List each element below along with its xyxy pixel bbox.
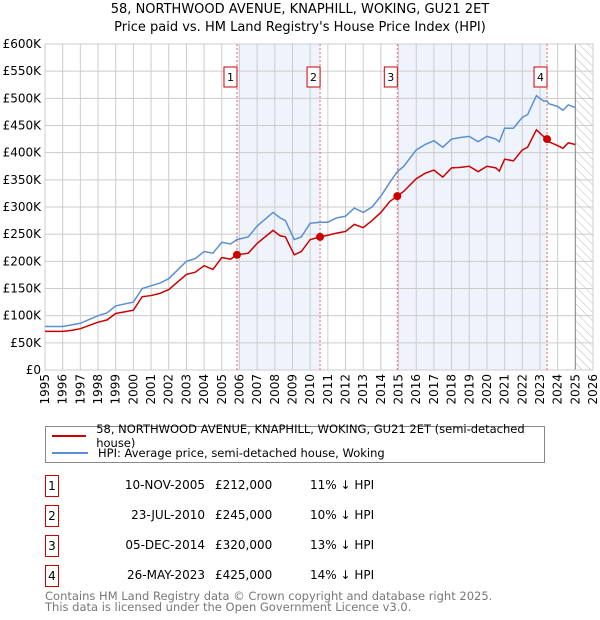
footer-line-1: Contains HM Land Registry data © Crown c… <box>45 589 493 603</box>
x-tick-label: 1996 <box>56 374 70 405</box>
x-tick-label: 2019 <box>462 374 476 405</box>
sale-label-box <box>533 66 548 88</box>
sale-point <box>393 192 402 201</box>
x-tick-label: 1997 <box>73 374 87 405</box>
legend-swatch-red <box>52 435 87 437</box>
x-tick-label: 2008 <box>268 374 282 405</box>
x-tick-label: 2005 <box>215 374 229 405</box>
x-tick-label: 2016 <box>409 374 423 405</box>
legend: 58, NORTHWOOD AVENUE, KNAPHILL, WOKING, … <box>45 422 545 463</box>
x-tick-label: 2011 <box>321 374 335 405</box>
sale-number: 2 <box>45 505 59 527</box>
legend-item-property: 58, NORTHWOOD AVENUE, KNAPHILL, WOKING, … <box>52 422 544 450</box>
y-tick-label: £600K <box>3 37 43 51</box>
sale-label: 1 <box>227 71 234 84</box>
sale-number: 3 <box>45 535 59 557</box>
y-tick-label: £500K <box>3 91 43 105</box>
sale-number: 1 <box>45 475 59 497</box>
sale-label: 4 <box>537 71 544 84</box>
x-tick-label: 2006 <box>232 374 246 405</box>
x-tick-label: 2015 <box>392 374 406 405</box>
plot-area: 1995 1996 1997 1998 1999 2000 2001 2002 2003 2004… <box>3 37 600 405</box>
chart-subtitle: Price paid vs. HM Land Registry's House … <box>114 20 486 35</box>
sale-hpi-diff: 11% ↓ HPI <box>310 478 375 492</box>
sale-point <box>316 232 325 241</box>
x-tick-label: 2001 <box>144 374 158 405</box>
sale-point <box>543 135 552 144</box>
sale-date: 10-NOV-2005 <box>124 478 205 492</box>
sale-row: 1 10-NOV-2005 £212,000 11% ↓ HPI <box>45 475 545 497</box>
sale-price: £320,000 <box>215 538 273 552</box>
y-tick-label: £550K <box>3 64 43 78</box>
x-tick-label: 1998 <box>91 374 105 405</box>
sale-hpi-diff: 14% ↓ HPI <box>310 568 375 582</box>
series-line-hpi <box>45 94 576 328</box>
sale-point <box>232 250 241 259</box>
x-tick-label: 2018 <box>445 374 459 405</box>
sale-label: 2 <box>310 71 317 84</box>
x-tick-label: 2012 <box>339 374 353 405</box>
x-tick-label: 1999 <box>109 374 123 405</box>
x-tick-label: 2023 <box>533 374 547 405</box>
x-tick-label: 2025 <box>568 374 582 405</box>
legend-label: 58, NORTHWOOD AVENUE, KNAPHILL, WOKING, … <box>96 422 525 450</box>
sale-label-box <box>383 66 398 88</box>
y-tick-label: £200K <box>3 254 43 268</box>
sale-row: 2 23-JUL-2010 £245,000 10% ↓ HPI <box>45 505 545 527</box>
y-tick-label: £100K <box>3 309 43 323</box>
x-tick-label: 2026 <box>586 374 600 405</box>
footer-line-2: This data is licensed under the Open Gov… <box>45 600 412 614</box>
sale-row: 3 05-DEC-2014 £320,000 13% ↓ HPI <box>45 535 545 557</box>
sale-date: 23-JUL-2010 <box>131 508 205 522</box>
legend-label: HPI: Average price, semi-detached house,… <box>98 446 385 460</box>
x-tick-label: 2013 <box>356 374 370 405</box>
x-tick-label: 1995 <box>38 374 52 405</box>
y-tick-label: £350K <box>3 173 43 187</box>
y-tick-label: £450K <box>3 119 43 133</box>
sale-price: £245,000 <box>215 508 273 522</box>
x-tick-label: 2020 <box>480 374 494 405</box>
sale-hpi-diff: 10% ↓ HPI <box>310 508 375 522</box>
y-tick-label: £150K <box>3 282 43 296</box>
series-line-property <box>45 128 576 333</box>
sale-date: 05-DEC-2014 <box>125 538 205 552</box>
x-tick-label: 2014 <box>374 374 388 405</box>
x-tick-label: 2022 <box>515 374 529 405</box>
x-tick-label: 2000 <box>126 374 140 405</box>
x-tick-label: 2004 <box>197 374 211 405</box>
plot-frame <box>44 43 594 371</box>
x-tick-label: 2017 <box>427 374 441 405</box>
x-tick-label: 2024 <box>551 374 565 405</box>
x-tick-label: 2002 <box>162 374 176 405</box>
x-tick-label: 2010 <box>303 374 317 405</box>
y-tick-label: £400K <box>3 146 43 160</box>
sale-number: 4 <box>45 565 59 587</box>
sale-label: 3 <box>387 71 394 84</box>
sale-label-box <box>306 66 321 88</box>
sale-price: £425,000 <box>215 568 273 582</box>
x-tick-label: 2021 <box>498 374 512 405</box>
sale-date: 26-MAY-2023 <box>126 568 205 582</box>
chart-title: 58, NORTHWOOD AVENUE, KNAPHILL, WOKING, … <box>110 2 490 17</box>
legend-swatch-blue <box>52 452 88 454</box>
x-tick-label: 2007 <box>250 374 264 405</box>
x-tick-label: 2003 <box>179 374 193 405</box>
y-tick-label: £0 <box>26 363 41 377</box>
y-tick-label: £50K <box>10 336 42 350</box>
sale-hpi-diff: 13% ↓ HPI <box>310 538 375 552</box>
legend-item-hpi: HPI: Average price, semi-detached house,… <box>52 445 385 461</box>
y-tick-label: £300K <box>3 200 43 214</box>
x-tick-label: 2009 <box>285 374 299 405</box>
y-tick-label: £250K <box>3 227 43 241</box>
sale-label-box <box>223 66 238 88</box>
sale-price: £212,000 <box>215 478 273 492</box>
sale-row: 4 26-MAY-2023 £425,000 14% ↓ HPI <box>45 565 545 587</box>
